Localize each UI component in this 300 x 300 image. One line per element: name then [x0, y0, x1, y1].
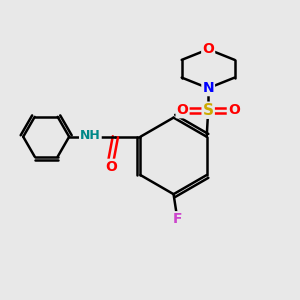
Text: F: F	[173, 212, 183, 226]
Text: NH: NH	[80, 129, 101, 142]
Text: S: S	[203, 103, 214, 118]
Text: O: O	[228, 103, 240, 117]
Text: O: O	[177, 103, 188, 117]
Text: O: O	[105, 160, 117, 174]
Text: N: N	[202, 81, 214, 95]
Text: O: O	[202, 42, 214, 56]
